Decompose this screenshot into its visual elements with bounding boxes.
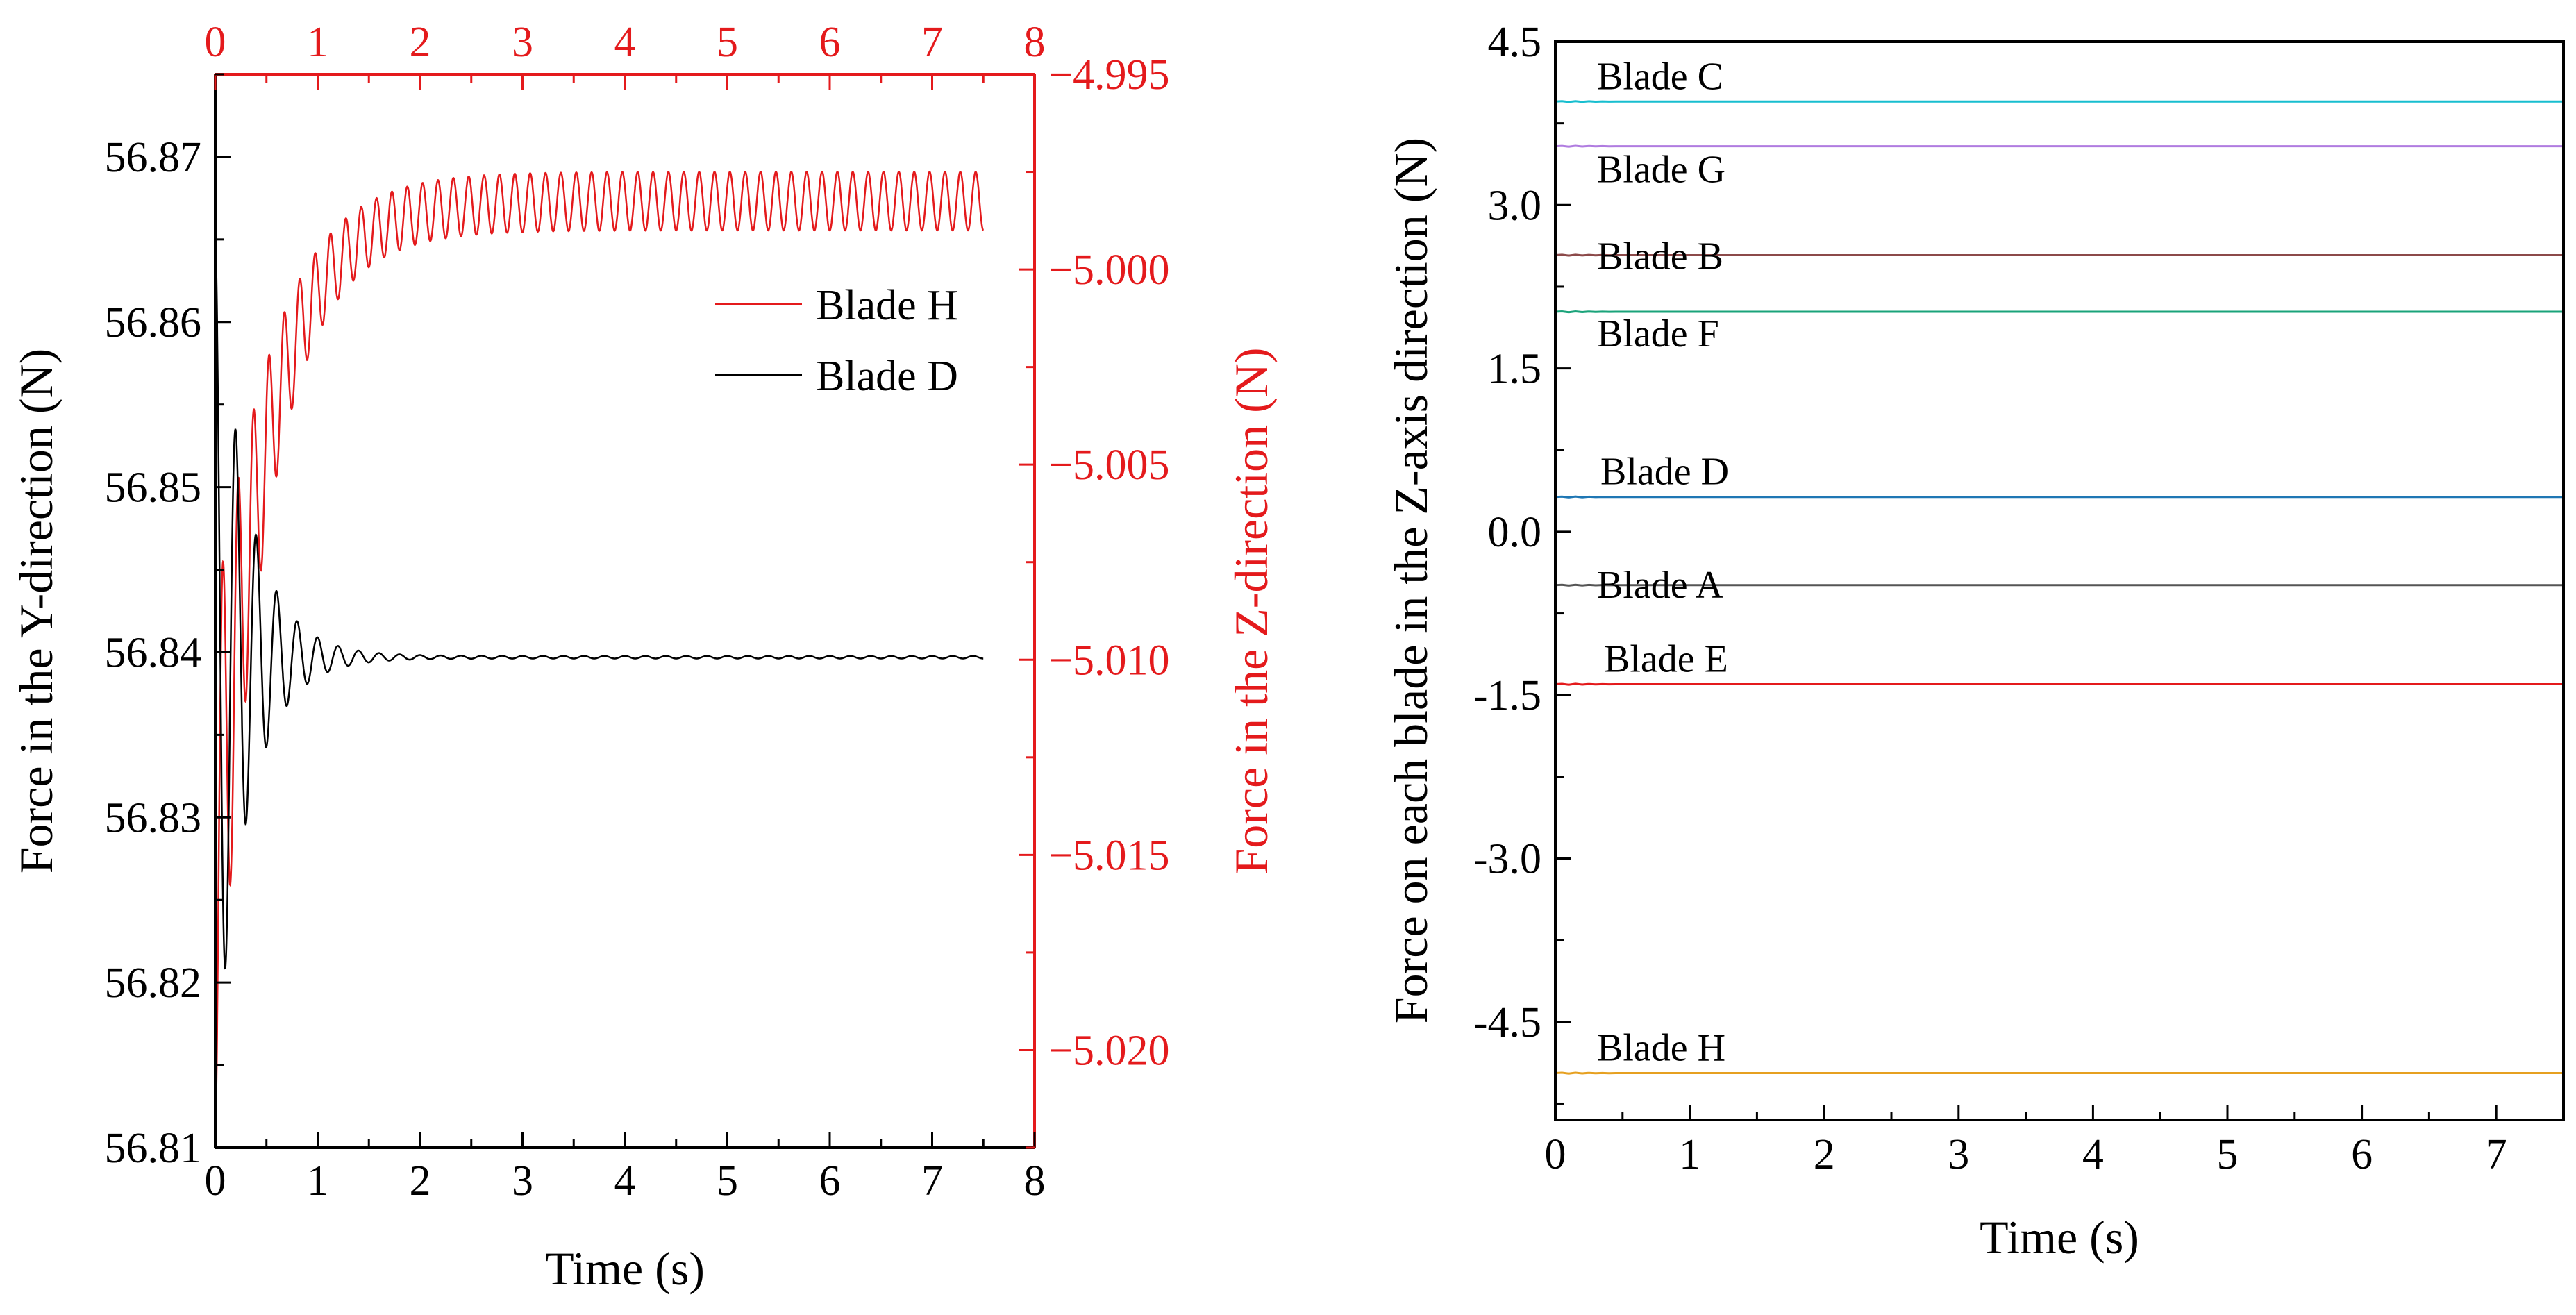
series-line-blade-e (1555, 682, 2564, 686)
left-y-tick-label: 56.87 (105, 134, 202, 181)
left-y2-tick-label: −5.020 (1048, 1027, 1169, 1074)
series-label-blade-b: Blade B (1597, 235, 1723, 278)
series-label-blade-a: Blade A (1597, 564, 1724, 607)
left-x-tick-label: 0 (205, 1157, 226, 1205)
series-line-blade-d (1555, 495, 2564, 499)
right-y-tick-label: 0.0 (1488, 509, 1542, 556)
left-x-axis-title: Time (s) (545, 1242, 705, 1295)
left-ticks-group: 0 1 2 3 4 5 6 7 8 0 1 2 3 4 5 6 7 8 56.81 56.82 56.83 56.84 56… (105, 19, 1170, 1205)
series-label-blade-d: Blade D (1600, 451, 1729, 494)
left-top-x-tick-label: 7 (921, 19, 943, 66)
legend-label-blade-d: Blade D (816, 353, 958, 400)
left-top-x-tick-label: 5 (717, 19, 738, 66)
left-y2-axis-title: Force in the Z-direction (N) (1225, 347, 1278, 874)
left-y-tick-label: 56.86 (105, 299, 202, 346)
right-x-tick-label: 7 (2486, 1131, 2507, 1178)
series-line-blade-h-z (214, 171, 985, 1138)
right-y-tick-label: 1.5 (1488, 346, 1542, 393)
left-y2-tick-label: −4.995 (1048, 51, 1169, 99)
left-top-x-tick-label: 6 (819, 19, 841, 66)
series-label-blade-g: Blade G (1597, 149, 1725, 192)
left-x-tick-label: 1 (307, 1157, 328, 1205)
right-y-tick-label: 4.5 (1488, 19, 1542, 66)
left-y2-tick-label: −5.015 (1048, 832, 1169, 879)
right-x-tick-label: 1 (1679, 1131, 1700, 1178)
left-y2-tick-label: −5.000 (1048, 246, 1169, 294)
left-legend: Blade H Blade D (715, 282, 958, 400)
series-line-blade-c (1555, 100, 2564, 103)
left-top-x-tick-label: 4 (614, 19, 636, 66)
left-top-x-tick-label: 0 (205, 19, 226, 66)
left-top-x-tick-label: 2 (410, 19, 431, 66)
series-label-blade-c: Blade C (1597, 55, 1723, 98)
left-x-tick-label: 3 (512, 1157, 533, 1205)
right-y-tick-label: -1.5 (1473, 672, 1541, 719)
left-x-tick-label: 6 (819, 1157, 841, 1205)
right-x-tick-label: 6 (2351, 1131, 2373, 1178)
left-top-x-tick-label: 1 (307, 19, 328, 66)
left-y-tick-label: 56.85 (105, 464, 202, 512)
right-x-tick-label: 0 (1545, 1131, 1566, 1178)
left-x-tick-label: 4 (614, 1157, 636, 1205)
right-y-tick-label: 3.0 (1488, 182, 1542, 229)
series-line-blade-b (1555, 253, 2564, 257)
left-series-group (214, 171, 985, 1138)
left-y-axis-title: Force in the Y-direction (N) (10, 349, 62, 874)
series-label-blade-h: Blade H (1597, 1027, 1725, 1070)
right-ticks-group: 0 1 2 3 4 5 6 7 -4.5 -3.0 -1.5 0.0 1.5 3.0 4.5 (1473, 19, 2507, 1178)
left-y-tick-label: 56.81 (105, 1125, 202, 1172)
right-axes-frame (1554, 40, 2565, 1121)
series-line-blade-d-y (214, 235, 984, 970)
legend-label-blade-h: Blade H (816, 282, 958, 329)
left-x-tick-label: 8 (1024, 1157, 1046, 1205)
series-label-blade-f: Blade F (1597, 312, 1719, 355)
left-x-tick-label: 5 (717, 1157, 738, 1205)
left-top-x-tick-label: 3 (512, 19, 533, 66)
left-y-tick-label: 56.83 (105, 794, 202, 841)
series-label-blade-e: Blade E (1604, 638, 1728, 681)
left-x-tick-label: 2 (410, 1157, 431, 1205)
right-x-tick-label: 5 (2217, 1131, 2239, 1178)
right-x-tick-label: 2 (1814, 1131, 1835, 1178)
right-y-tick-label: -3.0 (1473, 836, 1541, 883)
right-chart: Blade C Blade G Blade B Blade F Blade D Blade… (1385, 19, 2565, 1264)
right-x-tick-label: 4 (2082, 1131, 2104, 1178)
left-top-x-tick-label: 8 (1024, 19, 1046, 66)
right-y-axis-title: Force on each blade in the Z-axis direct… (1385, 137, 1437, 1023)
left-y-tick-label: 56.84 (105, 629, 202, 676)
right-x-tick-label: 3 (1948, 1131, 1969, 1178)
left-chart: 0 1 2 3 4 5 6 7 8 0 1 2 3 4 5 6 7 8 56.81 56.82 56.83 56.84 56… (10, 19, 1278, 1295)
left-y2-tick-label: −5.005 (1048, 442, 1169, 489)
right-x-axis-title: Time (s) (1980, 1211, 2139, 1264)
left-y2-tick-label: −5.010 (1048, 637, 1169, 684)
right-y-tick-label: -4.5 (1473, 999, 1541, 1046)
left-x-tick-label: 7 (921, 1157, 943, 1205)
left-y-tick-label: 56.82 (105, 960, 202, 1007)
right-series-group: Blade C Blade G Blade B Blade F Blade D Blade… (1555, 55, 2564, 1075)
